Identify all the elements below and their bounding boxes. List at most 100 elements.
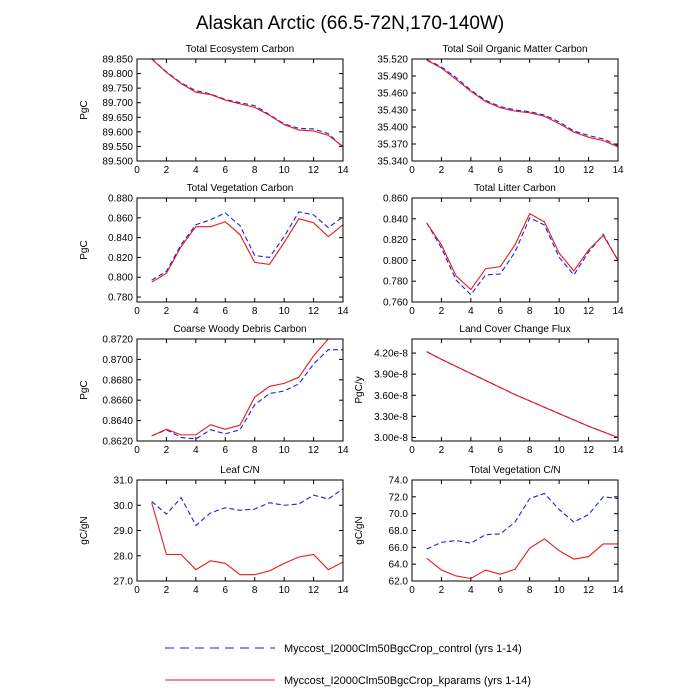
x-tick-label: 6: [223, 306, 229, 317]
x-tick-label: 12: [308, 445, 320, 456]
x-tick-label: 2: [439, 445, 445, 456]
x-tick-label: 4: [468, 585, 474, 596]
x-tick-label: 0: [409, 585, 415, 596]
x-tick-label: 2: [164, 165, 170, 176]
y-tick-label: 64.0: [389, 560, 409, 571]
y-tick-label: 35.430: [377, 106, 408, 117]
y-axis-label: PgC: [79, 240, 90, 259]
plot-frame: [411, 197, 619, 303]
x-tick-label: 14: [337, 165, 349, 176]
y-tick-label: 35.490: [377, 72, 408, 83]
y-tick-label: 89.600: [102, 127, 133, 138]
series-line-kparams: [426, 351, 619, 438]
panel-3: Total Litter Carbon 0 2 4 6 8 10 12 14 0.760 0.780…: [383, 183, 624, 317]
y-tick-label: 0.800: [383, 256, 408, 267]
x-tick-label: 0: [409, 306, 415, 317]
x-tick-label: 8: [252, 445, 258, 456]
x-tick-label: 8: [527, 445, 533, 456]
plot-frame: [411, 58, 619, 162]
y-tick-label: 35.340: [377, 157, 408, 168]
x-tick-label: 14: [612, 585, 624, 596]
panel-0: Total Ecosystem Carbon PgC 0 2 4 6 8 10 12 14 89.5…: [79, 44, 349, 176]
x-tick-label: 6: [498, 165, 504, 176]
x-tick-label: 0: [134, 306, 140, 317]
y-tick-label: 89.750: [102, 84, 133, 95]
x-tick-label: 12: [583, 306, 595, 317]
y-tick-label: 0.8640: [102, 416, 133, 427]
x-tick-label: 14: [337, 445, 349, 456]
panel-title: Leaf C/N: [220, 465, 259, 476]
plot-frame: [411, 479, 619, 582]
x-tick-label: 14: [337, 306, 349, 317]
x-tick-label: 0: [134, 585, 140, 596]
x-tick-label: 10: [554, 165, 566, 176]
x-tick-label: 12: [583, 165, 595, 176]
y-axis-label: PgC/y: [354, 376, 365, 403]
y-tick-label: 35.520: [377, 55, 408, 66]
y-tick-label: 66.0: [389, 543, 409, 554]
figure-title: Alaskan Arctic (66.5-72N,170-140W): [196, 13, 504, 34]
series-line-kparams: [151, 502, 344, 576]
x-tick-label: 4: [468, 445, 474, 456]
y-tick-label: 31.0: [114, 476, 134, 487]
y-tick-label: 0.840: [108, 233, 133, 244]
series-line-kparams: [151, 58, 344, 147]
y-tick-label: 0.880: [108, 194, 133, 205]
y-tick-label: 89.500: [102, 157, 133, 168]
y-axis-label: gC/gN: [354, 516, 365, 544]
y-tick-label: 89.800: [102, 69, 133, 80]
x-tick-label: 10: [279, 306, 291, 317]
y-tick-label: 0.8720: [102, 335, 133, 346]
y-axis-label: gC/gN: [79, 516, 90, 544]
y-tick-label: 0.820: [108, 253, 133, 264]
y-tick-label: 28.0: [114, 551, 134, 562]
series-line-control: [151, 211, 344, 281]
y-tick-label: 89.700: [102, 98, 133, 109]
series-line-control: [426, 217, 619, 296]
x-tick-label: 6: [223, 165, 229, 176]
y-tick-label: 4.20e-8: [374, 349, 408, 360]
y-tick-label: 0.860: [108, 213, 133, 224]
x-tick-label: 10: [279, 445, 291, 456]
x-tick-label: 4: [468, 306, 474, 317]
y-tick-label: 0.860: [383, 194, 408, 205]
x-tick-label: 8: [252, 585, 258, 596]
x-tick-label: 2: [164, 306, 170, 317]
y-tick-label: 29.0: [114, 526, 134, 537]
y-tick-label: 0.800: [108, 273, 133, 284]
x-tick-label: 8: [527, 306, 533, 317]
y-tick-label: 62.0: [389, 577, 409, 588]
y-tick-label: 0.820: [383, 235, 408, 246]
x-tick-label: 0: [134, 165, 140, 176]
y-tick-label: 3.90e-8: [374, 370, 408, 381]
plot-frame: [136, 58, 344, 162]
y-tick-label: 3.60e-8: [374, 391, 408, 402]
y-tick-label: 0.780: [383, 277, 408, 288]
legend-label-control: Myccost_I2000Clm50BgcCrop_control (yrs 1…: [284, 643, 522, 655]
x-tick-label: 8: [527, 585, 533, 596]
panel-title: Total Litter Carbon: [474, 183, 556, 194]
panel-title: Total Vegetation C/N: [469, 465, 560, 476]
plot-frame: [136, 197, 344, 303]
x-tick-label: 4: [193, 165, 199, 176]
y-axis-label: PgC: [79, 380, 90, 399]
y-tick-label: 68.0: [389, 526, 409, 537]
x-tick-label: 10: [554, 445, 566, 456]
x-tick-label: 4: [193, 445, 199, 456]
x-tick-label: 12: [308, 585, 320, 596]
series-line-control: [426, 59, 619, 147]
legend-label-kparams: Myccost_I2000Clm50BgcCrop_kparams (yrs 1…: [284, 675, 531, 687]
x-tick-label: 0: [134, 445, 140, 456]
y-tick-label: 0.8660: [102, 396, 133, 407]
x-tick-label: 8: [252, 306, 258, 317]
panel-title: Total Soil Organic Matter Carbon: [442, 44, 587, 55]
y-tick-label: 0.840: [383, 214, 408, 225]
series-line-kparams: [151, 338, 343, 437]
x-tick-label: 12: [583, 585, 595, 596]
series-line-control: [426, 492, 619, 550]
x-tick-label: 0: [409, 165, 415, 176]
x-tick-label: 2: [439, 306, 445, 317]
x-tick-label: 8: [527, 165, 533, 176]
plot-frame: [411, 338, 619, 442]
